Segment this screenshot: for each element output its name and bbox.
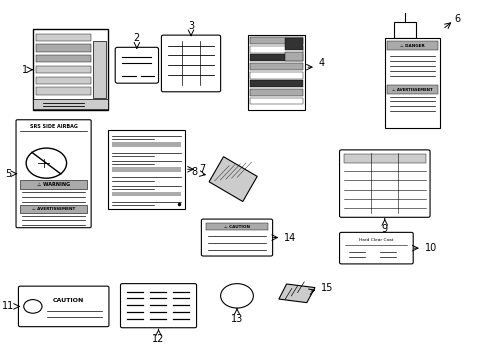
Bar — [36, 87, 91, 95]
Bar — [20, 180, 87, 189]
Text: 15: 15 — [321, 283, 333, 293]
Bar — [33, 30, 108, 110]
Text: 13: 13 — [230, 314, 243, 324]
Bar — [249, 80, 303, 87]
Bar — [249, 63, 303, 70]
FancyBboxPatch shape — [339, 150, 429, 217]
Text: ⚠ CAUTION: ⚠ CAUTION — [224, 225, 249, 229]
Bar — [205, 223, 268, 230]
FancyBboxPatch shape — [339, 232, 412, 264]
Bar — [285, 39, 303, 50]
FancyBboxPatch shape — [16, 120, 91, 228]
FancyBboxPatch shape — [120, 284, 196, 328]
Bar — [394, 22, 415, 39]
Text: ⚠ WARNING: ⚠ WARNING — [37, 182, 70, 187]
Text: 8: 8 — [190, 167, 197, 177]
Text: 9: 9 — [381, 224, 387, 234]
FancyBboxPatch shape — [161, 35, 220, 92]
Bar — [249, 72, 303, 78]
Polygon shape — [209, 157, 257, 202]
Bar — [249, 46, 303, 53]
Text: 12: 12 — [152, 334, 164, 344]
Bar — [112, 167, 181, 172]
Bar — [33, 99, 108, 109]
Bar — [36, 77, 91, 84]
Bar — [36, 66, 91, 73]
Bar — [112, 142, 181, 147]
Bar — [92, 41, 105, 98]
Bar — [247, 35, 305, 110]
Text: 7: 7 — [199, 164, 205, 174]
FancyBboxPatch shape — [19, 286, 109, 327]
Text: 4: 4 — [318, 58, 325, 68]
Text: SRS SIDE AIRBAG: SRS SIDE AIRBAG — [30, 125, 78, 130]
Polygon shape — [278, 284, 314, 303]
Text: ⚠ AVERTISSEMENT: ⚠ AVERTISSEMENT — [391, 87, 432, 92]
Text: CAUTION: CAUTION — [53, 297, 84, 302]
Bar — [20, 205, 87, 213]
Text: 11: 11 — [2, 301, 15, 311]
Text: 14: 14 — [284, 233, 296, 243]
Bar — [384, 39, 439, 128]
Text: 10: 10 — [424, 243, 436, 253]
Text: 2: 2 — [133, 33, 140, 43]
FancyBboxPatch shape — [115, 47, 158, 83]
Text: 1: 1 — [21, 65, 27, 75]
Bar — [249, 37, 303, 44]
Bar — [386, 41, 437, 50]
Bar — [386, 85, 437, 94]
Text: 5: 5 — [5, 169, 12, 179]
Text: 3: 3 — [187, 21, 194, 31]
Bar — [112, 192, 181, 197]
Bar — [249, 89, 303, 96]
Bar — [36, 55, 91, 62]
Text: ⚠ AVERTISSEMENT: ⚠ AVERTISSEMENT — [32, 207, 75, 211]
Text: 6: 6 — [454, 14, 460, 24]
FancyBboxPatch shape — [201, 219, 272, 256]
Bar — [343, 154, 425, 163]
Text: ⚠ DANGER: ⚠ DANGER — [399, 44, 424, 48]
Bar — [36, 34, 91, 41]
Bar — [108, 130, 184, 209]
Bar — [285, 52, 303, 61]
Text: Hard Clear Coat: Hard Clear Coat — [358, 238, 393, 242]
Bar — [249, 98, 303, 104]
Bar — [249, 54, 303, 61]
Bar — [36, 44, 91, 51]
